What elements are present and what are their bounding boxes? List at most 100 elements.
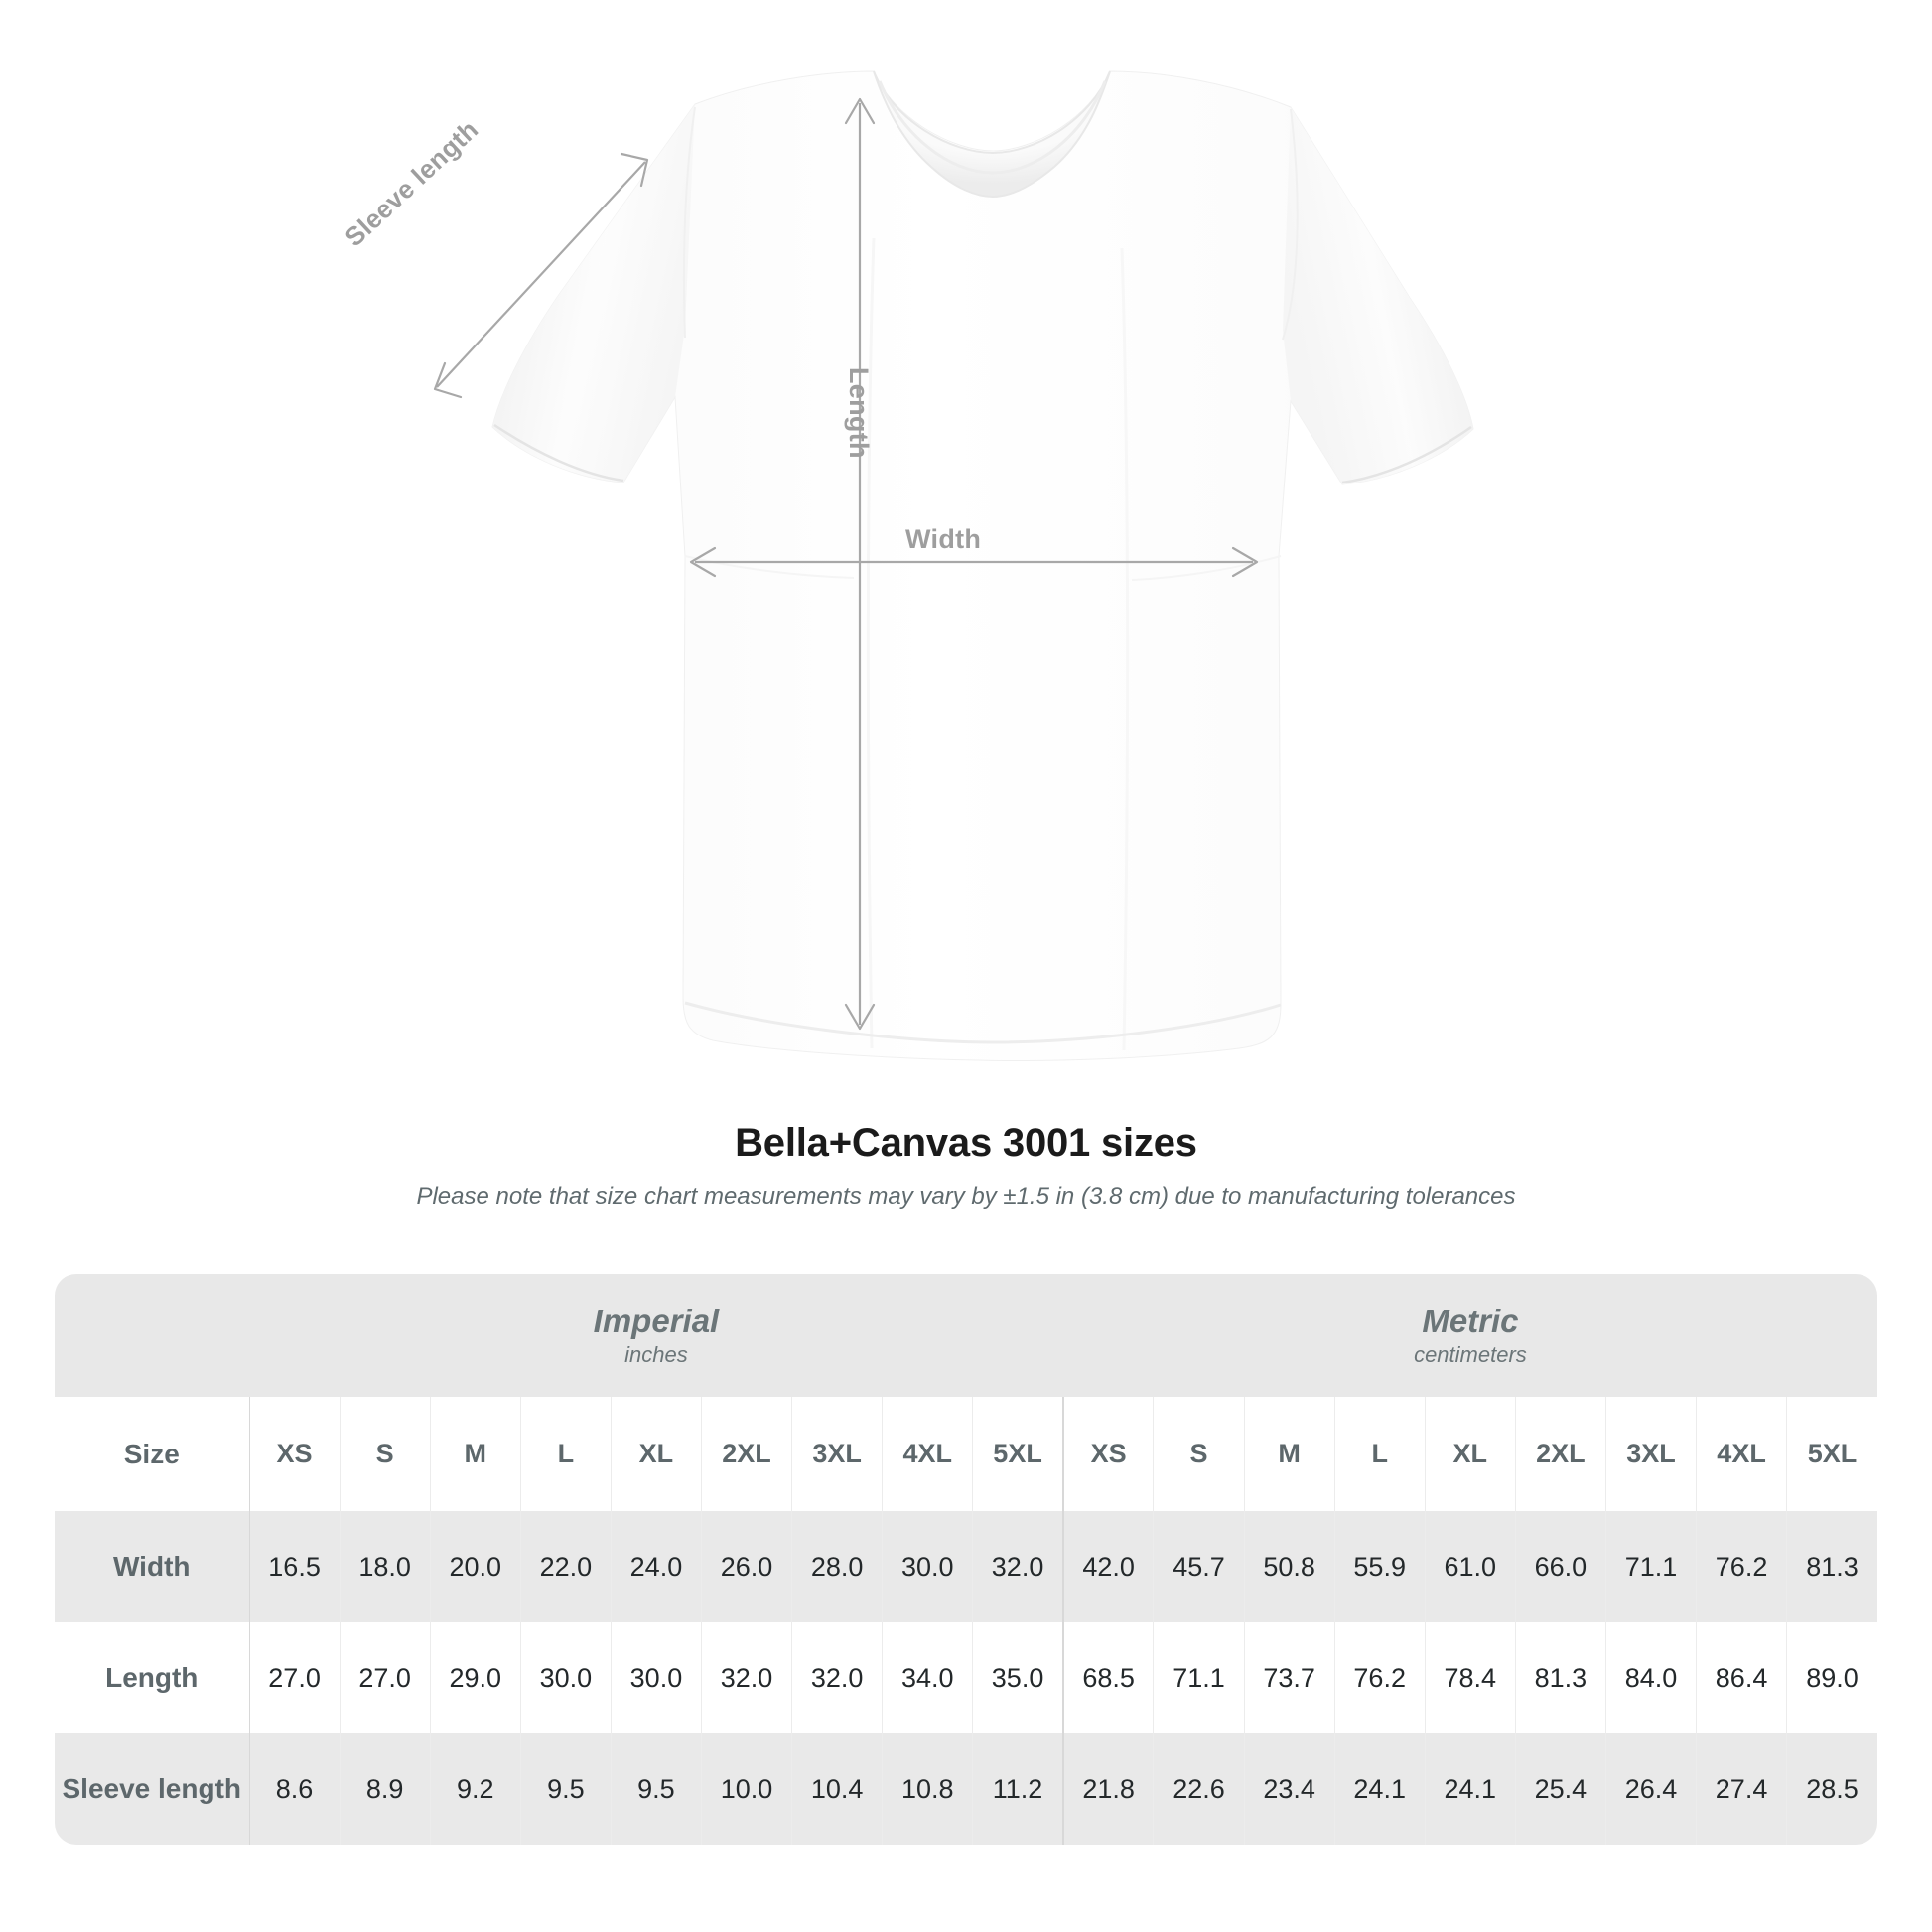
cell-length-imperial-m: 29.0: [430, 1622, 521, 1733]
cell-length-metric-5xl: 89.0: [1786, 1622, 1877, 1733]
size-header-metric-2xl: 2XL: [1515, 1397, 1606, 1511]
size-header-label: Size: [55, 1397, 250, 1511]
table-row: Sleeve length 8.6 8.9 9.2 9.5 9.5 10.0 1…: [55, 1733, 1877, 1845]
size-header-imperial-xs: XS: [249, 1397, 341, 1511]
group-cell-imperial: Imperial inches: [249, 1274, 1063, 1397]
cell-length-metric-m: 73.7: [1244, 1622, 1335, 1733]
cell-sleeve-metric-m: 23.4: [1244, 1733, 1335, 1845]
size-table: Imperial inches Metric centimeters Size …: [55, 1274, 1877, 1845]
size-header-metric-3xl: 3XL: [1605, 1397, 1698, 1511]
cell-length-imperial-4xl: 34.0: [882, 1622, 974, 1733]
cell-width-imperial-s: 18.0: [340, 1511, 431, 1622]
size-header-imperial-2xl: 2XL: [701, 1397, 793, 1511]
cell-width-metric-3xl: 71.1: [1605, 1511, 1698, 1622]
size-table-container: Imperial inches Metric centimeters Size …: [55, 1274, 1877, 1845]
cell-width-imperial-xl: 24.0: [611, 1511, 702, 1622]
cell-width-metric-xl: 61.0: [1425, 1511, 1516, 1622]
cell-sleeve-imperial-2xl: 10.0: [701, 1733, 793, 1845]
group-unit-imperial: inches: [624, 1342, 688, 1368]
cell-length-imperial-s: 27.0: [340, 1622, 431, 1733]
cell-length-imperial-3xl: 32.0: [791, 1622, 884, 1733]
cell-sleeve-metric-s: 22.6: [1153, 1733, 1245, 1845]
cell-sleeve-imperial-3xl: 10.4: [791, 1733, 884, 1845]
cell-length-metric-xl: 78.4: [1425, 1622, 1516, 1733]
cell-sleeve-imperial-xs: 8.6: [249, 1733, 341, 1845]
group-name-imperial: Imperial: [593, 1302, 720, 1339]
size-header-imperial-5xl: 5XL: [972, 1397, 1064, 1511]
row-label-width: Width: [55, 1511, 250, 1622]
size-header-metric-5xl: 5XL: [1786, 1397, 1877, 1511]
cell-width-imperial-5xl: 32.0: [972, 1511, 1064, 1622]
row-label-sleeve-length: Sleeve length: [55, 1733, 250, 1845]
table-row: Length 27.0 27.0 29.0 30.0 30.0 32.0 32.…: [55, 1622, 1877, 1733]
size-header-imperial-l: L: [520, 1397, 612, 1511]
size-header-metric-4xl: 4XL: [1696, 1397, 1788, 1511]
size-header-metric-l: L: [1334, 1397, 1426, 1511]
cell-sleeve-imperial-4xl: 10.8: [882, 1733, 974, 1845]
cell-width-imperial-4xl: 30.0: [882, 1511, 974, 1622]
measurement-guides: [433, 97, 1259, 1031]
cell-width-metric-s: 45.7: [1153, 1511, 1245, 1622]
size-header-metric-xs: XS: [1061, 1397, 1155, 1511]
cell-width-imperial-m: 20.0: [430, 1511, 521, 1622]
size-header-metric-s: S: [1153, 1397, 1245, 1511]
cell-length-imperial-l: 30.0: [520, 1622, 612, 1733]
cell-length-metric-l: 76.2: [1334, 1622, 1426, 1733]
group-unit-metric: centimeters: [1414, 1342, 1527, 1368]
tolerance-note: Please note that size chart measurements…: [416, 1183, 1516, 1210]
cell-sleeve-metric-5xl: 28.5: [1786, 1733, 1877, 1845]
width-arrow: [689, 546, 1259, 578]
size-header-imperial-s: S: [340, 1397, 431, 1511]
unit-group-header-row: Imperial inches Metric centimeters: [55, 1274, 1877, 1397]
cell-width-metric-5xl: 81.3: [1786, 1511, 1877, 1622]
cell-sleeve-metric-xl: 24.1: [1425, 1733, 1516, 1845]
size-header-imperial-3xl: 3XL: [791, 1397, 884, 1511]
cell-width-imperial-3xl: 28.0: [791, 1511, 884, 1622]
cell-width-metric-xs: 42.0: [1061, 1511, 1155, 1622]
size-header-imperial-m: M: [430, 1397, 521, 1511]
tshirt-body-shape: [491, 70, 1474, 1061]
cell-length-imperial-xl: 30.0: [611, 1622, 702, 1733]
annotation-width: Width: [905, 524, 982, 554]
group-cell-metric: Metric centimeters: [1062, 1274, 1877, 1397]
group-spacer-cell: [55, 1274, 250, 1397]
cell-length-imperial-xs: 27.0: [249, 1622, 341, 1733]
size-header-imperial-4xl: 4XL: [882, 1397, 974, 1511]
table-row: Width 16.5 18.0 20.0 22.0 24.0 26.0 28.0…: [55, 1511, 1877, 1622]
cell-sleeve-imperial-m: 9.2: [430, 1733, 521, 1845]
cell-sleeve-imperial-s: 8.9: [340, 1733, 431, 1845]
cell-length-imperial-5xl: 35.0: [972, 1622, 1064, 1733]
cell-length-metric-3xl: 84.0: [1605, 1622, 1698, 1733]
cell-sleeve-metric-l: 24.1: [1334, 1733, 1426, 1845]
cell-width-imperial-xs: 16.5: [249, 1511, 341, 1622]
cell-width-imperial-2xl: 26.0: [701, 1511, 793, 1622]
size-header-metric-xl: XL: [1425, 1397, 1516, 1511]
cell-sleeve-metric-2xl: 25.4: [1515, 1733, 1606, 1845]
cell-sleeve-metric-xs: 21.8: [1061, 1733, 1155, 1845]
size-header-metric-m: M: [1244, 1397, 1335, 1511]
cell-width-metric-m: 50.8: [1244, 1511, 1335, 1622]
tshirt-diagram: Sleeve length Length Width: [339, 70, 1474, 1061]
group-name-metric: Metric: [1422, 1302, 1519, 1339]
cell-sleeve-imperial-xl: 9.5: [611, 1733, 702, 1845]
cell-sleeve-imperial-5xl: 11.2: [972, 1733, 1064, 1845]
length-arrow: [844, 97, 876, 1031]
cell-length-imperial-2xl: 32.0: [701, 1622, 793, 1733]
cell-sleeve-metric-4xl: 27.4: [1696, 1733, 1788, 1845]
cell-width-metric-l: 55.9: [1334, 1511, 1426, 1622]
page-title: Bella+Canvas 3001 sizes: [735, 1121, 1197, 1165]
cell-sleeve-imperial-l: 9.5: [520, 1733, 612, 1845]
tshirt-illustration: [433, 70, 1474, 1061]
annotation-length: Length: [844, 367, 874, 459]
size-header-row: Size XS S M L XL 2XL 3XL 4XL 5XL XS S M …: [55, 1397, 1877, 1511]
cell-sleeve-metric-3xl: 26.4: [1605, 1733, 1698, 1845]
cell-width-imperial-l: 22.0: [520, 1511, 612, 1622]
cell-width-metric-4xl: 76.2: [1696, 1511, 1788, 1622]
sleeve-length-arrow: [433, 152, 649, 399]
title-block: Bella+Canvas 3001 sizes Please note that…: [0, 1120, 1932, 1212]
size-header-imperial-xl: XL: [611, 1397, 702, 1511]
cell-length-metric-s: 71.1: [1153, 1622, 1245, 1733]
row-label-length: Length: [55, 1622, 250, 1733]
cell-length-metric-xs: 68.5: [1061, 1622, 1155, 1733]
